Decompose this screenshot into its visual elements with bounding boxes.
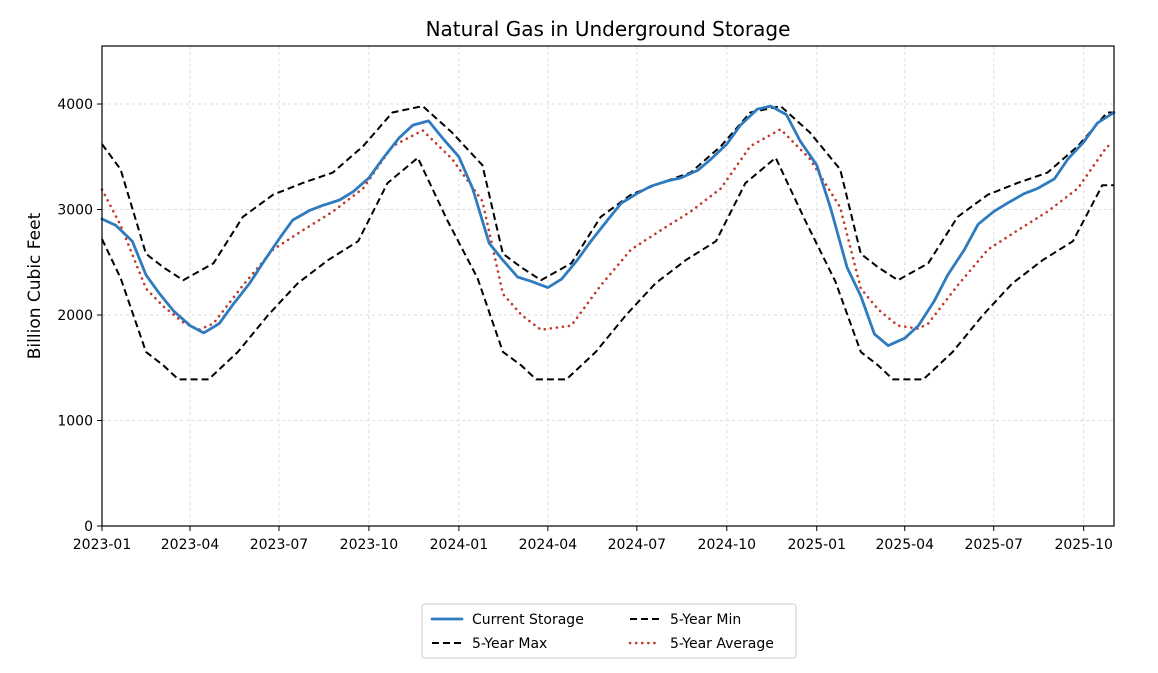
x-tick-label: 2023-10 [340,537,399,553]
legend-label: 5-Year Max [472,636,547,652]
legend-label: 5-Year Average [670,636,774,652]
x-tick-label: 2025-10 [1054,537,1113,553]
y-tick-label: 1000 [57,414,93,430]
chart-title: Natural Gas in Underground Storage [426,17,791,41]
legend: Current Storage 5-Year Min 5-Year Max 5-Yea… [421,603,797,659]
legend-entries: Current Storage 5-Year Min 5-Year Max 5-Yea… [430,612,774,652]
plot-frame [101,45,1115,527]
legend-label: Current Storage [472,612,584,628]
y-tick-label: 0 [84,519,93,535]
legend-label: 5-Year Min [670,612,741,628]
series-line-5-year-min [101,156,1114,381]
x-tick-label: 2023-07 [250,537,309,553]
series-line-current-storage [100,104,1116,347]
x-tick-label: 2024-04 [519,537,578,553]
grid-lines [101,46,1114,527]
series-lines [100,104,1116,381]
x-tick-label: 2025-07 [964,537,1023,553]
x-tick-label: 2023-04 [161,537,220,553]
x-tick-label: 2024-10 [698,537,757,553]
x-tick-label: 2025-01 [788,537,847,553]
y-tick-label: 2000 [57,308,93,324]
legend-box [421,603,797,659]
y-tick-label: 3000 [57,203,93,219]
series-line-5-year-average [100,128,1116,332]
y-tick-label: 4000 [57,97,93,113]
x-tick-label: 2025-04 [876,537,935,553]
axis-ticks: 2023-01 2023-04 2023-07 2023-10 2024-01 2024-… [57,97,1113,553]
x-tick-label: 2024-01 [430,537,489,553]
x-tick-label: 2024-07 [608,537,667,553]
series-line-5-year-max [101,105,1114,282]
x-tick-label: 2023-01 [73,537,132,553]
y-axis-label: Billion Cubic Feet [25,212,45,359]
